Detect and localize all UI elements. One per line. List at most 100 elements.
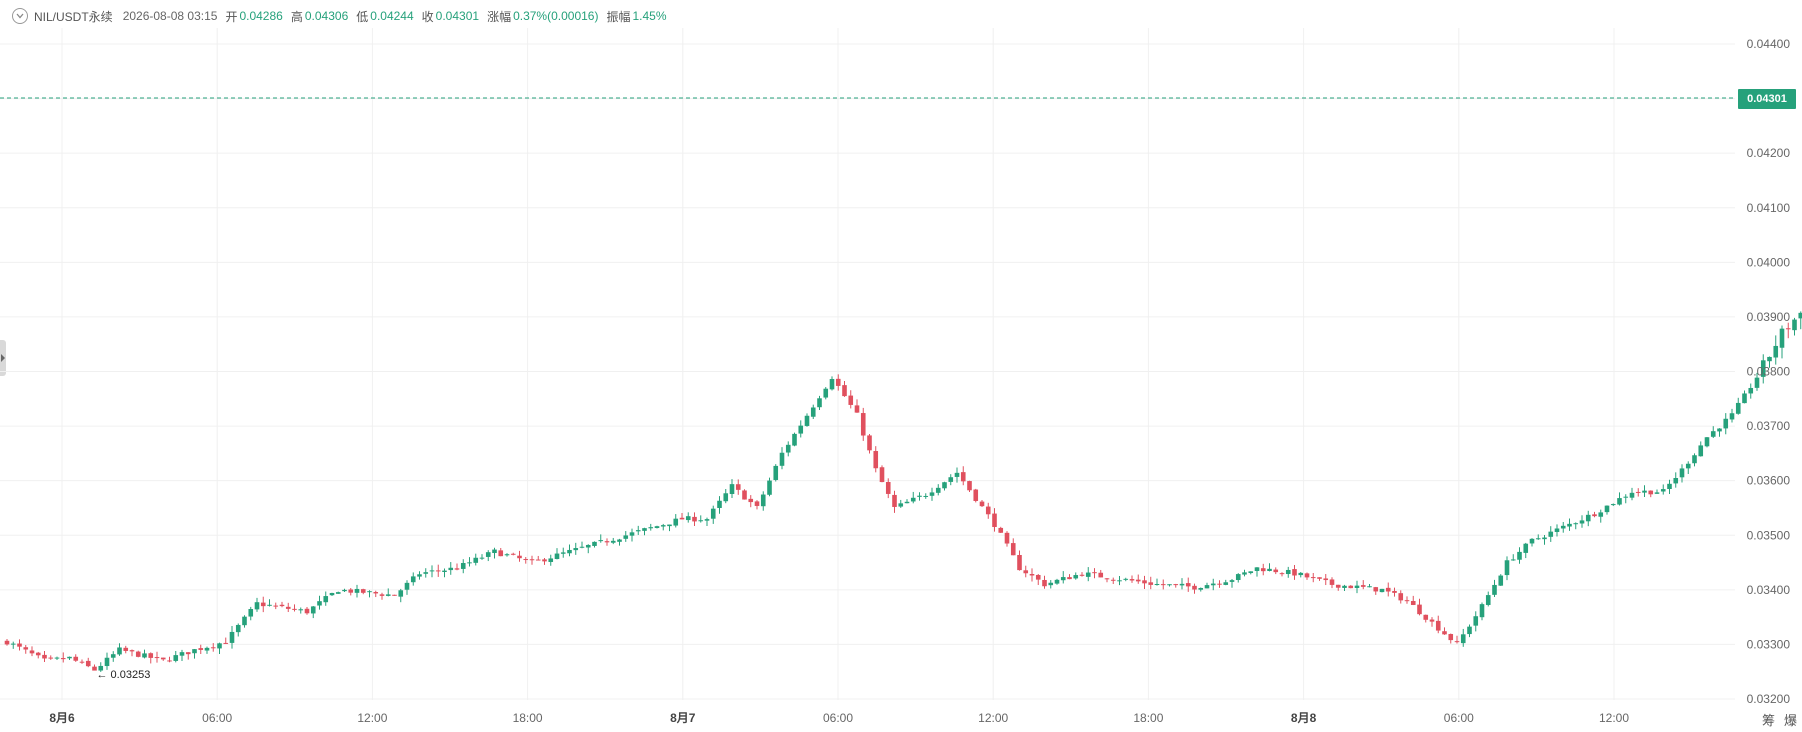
candle: [135, 650, 141, 658]
candle-body: [1710, 431, 1716, 437]
candle-body: [748, 498, 754, 503]
candle: [767, 477, 772, 497]
candle-body: [160, 657, 166, 660]
symbol-name[interactable]: NIL/USDT永续: [34, 9, 113, 24]
candles: [4, 311, 1802, 672]
sidebar-toggle-handle[interactable]: [0, 340, 6, 376]
candle-body: [510, 553, 516, 555]
candle-body: [1779, 328, 1785, 348]
candle: [498, 547, 504, 557]
candle: [1360, 580, 1366, 590]
candle: [1223, 579, 1229, 586]
candle-body: [685, 516, 691, 521]
candle: [1035, 574, 1041, 585]
candle-body: [1054, 579, 1060, 584]
candle-body: [342, 589, 347, 592]
candle: [279, 601, 285, 608]
candle-body: [1723, 418, 1729, 429]
candle-body: [354, 588, 360, 593]
candle-body: [1717, 428, 1722, 432]
candle-body: [617, 539, 622, 542]
candle: [1523, 542, 1529, 559]
candle: [1723, 413, 1729, 435]
candle-body: [810, 407, 816, 417]
candle-body: [1048, 582, 1054, 586]
open-value: 0.04286: [239, 9, 283, 23]
candle: [54, 656, 60, 661]
candle-body: [929, 492, 935, 496]
candle-body: [1554, 528, 1560, 533]
candle-body: [1748, 387, 1754, 394]
candle-body: [1535, 538, 1541, 540]
candle: [1298, 572, 1304, 578]
candle: [554, 548, 560, 560]
price-tick-label: 0.03600: [1747, 474, 1791, 488]
candle-body: [1129, 579, 1135, 581]
candle: [654, 525, 660, 529]
candle: [210, 643, 216, 652]
candle: [829, 376, 835, 391]
candle-body: [1117, 580, 1122, 582]
candle: [1342, 584, 1347, 591]
candle-body: [692, 516, 697, 522]
chips-tool-label[interactable]: 筹: [1762, 713, 1776, 728]
candle-body: [98, 665, 104, 671]
candle: [667, 524, 672, 532]
candle-body: [504, 554, 510, 556]
candle: [1754, 372, 1760, 391]
candle: [779, 447, 785, 470]
candle: [723, 488, 729, 504]
candle-body: [835, 378, 841, 386]
candle-body: [173, 655, 179, 661]
candle: [1354, 580, 1360, 594]
candle: [1135, 574, 1141, 584]
candle-body: [335, 592, 341, 594]
candle: [304, 607, 310, 615]
candle-body: [954, 472, 960, 477]
candle-body: [1485, 595, 1491, 605]
change-value: 0.37%(0.00016): [513, 9, 599, 23]
candle: [435, 564, 441, 577]
candle-body: [17, 643, 22, 647]
candle: [735, 479, 741, 495]
amplitude-label: 振幅: [606, 9, 631, 24]
time-tick-label: 12:00: [1599, 711, 1629, 725]
candle: [1104, 577, 1110, 583]
candle-body: [942, 482, 947, 489]
candle: [1673, 472, 1679, 488]
candle: [1610, 503, 1616, 507]
liquidation-tool-label[interactable]: 爆: [1784, 713, 1798, 728]
time-tick-label: 18:00: [513, 711, 543, 725]
candle: [1167, 584, 1172, 587]
candle-body: [554, 553, 560, 560]
chevron-down-icon[interactable]: [12, 8, 28, 24]
candle-body: [185, 652, 191, 655]
candle-body: [523, 559, 529, 561]
candle-body: [498, 550, 504, 557]
candle-body: [1604, 505, 1610, 513]
candle-body: [1123, 578, 1129, 580]
candle-body: [1429, 619, 1435, 622]
time-tick-label: 12:00: [357, 711, 387, 725]
low-price-annotation: ← 0.03253: [97, 669, 151, 681]
chart-header: NIL/USDT永续 2026-08-08 03:15 开 0.04286 高 …: [12, 6, 675, 26]
candle: [379, 592, 385, 600]
candle: [1292, 565, 1297, 580]
candle: [1579, 515, 1585, 528]
candle: [1592, 511, 1597, 518]
candle-body: [92, 666, 97, 671]
candle-body: [1142, 580, 1147, 584]
candle: [1004, 531, 1010, 547]
candle-body: [998, 527, 1004, 533]
candle: [1417, 598, 1422, 616]
candle: [1192, 583, 1197, 594]
candle-body: [1617, 498, 1622, 505]
candle: [1623, 494, 1629, 504]
candle-body: [1660, 489, 1666, 492]
candle-body: [1410, 601, 1416, 605]
candle-body: [1592, 514, 1597, 517]
candle-body: [910, 497, 916, 502]
candle: [1729, 408, 1735, 423]
candle-body: [10, 643, 16, 645]
